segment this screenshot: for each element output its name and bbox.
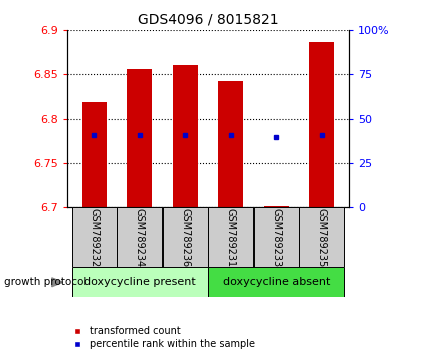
Bar (81, 102, 106, 207)
Bar (208, 207, 253, 267)
Bar (298, 207, 344, 267)
Bar (208, 267, 344, 297)
Text: GSM789235: GSM789235 (316, 207, 326, 267)
Bar (218, 81, 243, 207)
Bar (253, 207, 298, 267)
Bar (263, 206, 288, 207)
Text: GSM789234: GSM789234 (134, 207, 144, 267)
Text: GSM789233: GSM789233 (270, 207, 281, 267)
Bar (172, 65, 197, 207)
Text: GSM789231: GSM789231 (225, 207, 235, 267)
Bar (127, 69, 152, 207)
Bar (162, 207, 207, 267)
Bar (117, 207, 162, 267)
Bar (71, 267, 207, 297)
Title: GDS4096 / 8015821: GDS4096 / 8015821 (137, 12, 278, 26)
Bar (71, 207, 117, 267)
Text: GSM789236: GSM789236 (180, 207, 190, 267)
Bar (309, 42, 334, 207)
Text: GSM789232: GSM789232 (89, 207, 99, 267)
Text: growth protocol: growth protocol (4, 277, 86, 287)
Text: doxycycline absent: doxycycline absent (222, 277, 329, 287)
Legend: transformed count, percentile rank within the sample: transformed count, percentile rank withi… (67, 326, 254, 349)
Text: doxycycline present: doxycycline present (83, 277, 195, 287)
